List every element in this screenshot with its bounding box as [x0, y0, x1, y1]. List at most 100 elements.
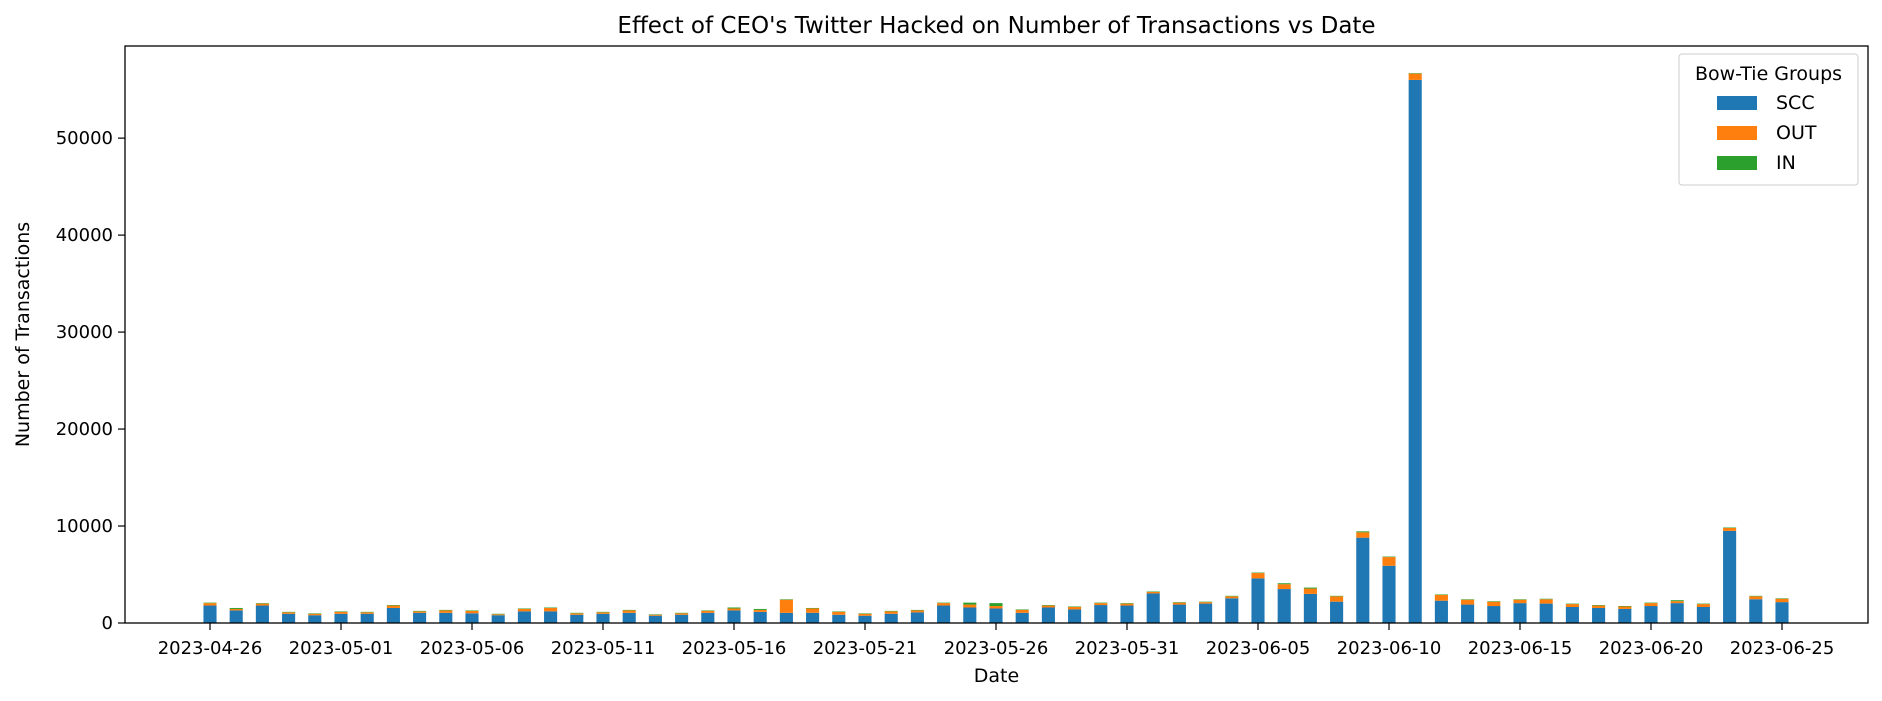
bar-scc-2023-06-10 [1382, 565, 1396, 623]
bar-out-2023-05-23 [910, 610, 924, 613]
bar-scc-2023-05-03 [386, 607, 400, 623]
bar-scc-2023-05-27 [1015, 612, 1029, 623]
x-tick-label: 2023-05-16 [682, 638, 787, 659]
bar-out-2023-05-30 [1094, 603, 1108, 606]
bar-scc-2023-04-30 [308, 615, 322, 623]
bar-out-2023-06-19 [1618, 606, 1632, 609]
bar-scc-2023-06-21 [1670, 603, 1684, 623]
bar-out-2023-05-29 [1068, 607, 1082, 610]
bar-out-2023-05-20 [832, 611, 846, 615]
bar-out-2023-04-27 [229, 608, 243, 611]
bar-scc-2023-05-28 [1041, 607, 1055, 623]
bar-out-2023-05-09 [544, 607, 558, 612]
bar-out-2023-06-01 [1146, 591, 1160, 594]
bar-scc-2023-05-19 [806, 612, 820, 623]
bar-scc-2023-06-20 [1644, 606, 1658, 623]
legend-label-in: IN [1776, 152, 1796, 174]
x-tick-label: 2023-06-20 [1599, 638, 1704, 659]
bar-scc-2023-05-25 [963, 607, 977, 623]
bar-scc-2023-05-13 [648, 615, 662, 623]
bar-scc-2023-05-06 [465, 613, 479, 623]
bar-scc-2023-06-22 [1696, 607, 1710, 623]
bar-out-2023-05-01 [334, 611, 348, 614]
bar-scc-2023-05-10 [570, 614, 584, 623]
bar-scc-2023-05-22 [884, 613, 898, 623]
bar-out-2023-05-05 [439, 610, 453, 613]
bar-out-2023-06-09 [1356, 532, 1370, 538]
x-tick-label: 2023-06-05 [1206, 638, 1311, 659]
bar-out-2023-06-21 [1670, 601, 1684, 604]
bars-layer [203, 73, 1789, 623]
x-tick-label: 2023-05-31 [1075, 638, 1180, 659]
bar-in-2023-06-21 [1670, 600, 1684, 602]
bar-out-2023-06-13 [1461, 599, 1475, 605]
bar-scc-2023-06-25 [1775, 602, 1789, 623]
legend-label-out: OUT [1776, 122, 1817, 144]
bar-scc-2023-05-29 [1068, 609, 1082, 623]
bar-out-2023-06-12 [1434, 594, 1448, 601]
bar-out-2023-05-11 [596, 612, 610, 614]
bar-scc-2023-04-27 [229, 610, 243, 623]
bar-out-2023-04-30 [308, 613, 322, 616]
bar-out-2023-04-28 [255, 603, 269, 606]
bar-scc-2023-05-20 [832, 614, 846, 623]
bar-scc-2023-05-17 [753, 611, 767, 623]
bar-out-2023-05-13 [648, 614, 662, 616]
bar-out-2023-05-31 [1120, 603, 1134, 606]
bar-scc-2023-06-02 [1172, 604, 1186, 623]
bar-scc-2023-05-24 [937, 605, 951, 623]
x-tick-label: 2023-06-25 [1730, 638, 1835, 659]
bar-out-2023-05-12 [622, 610, 636, 613]
bar-out-2023-05-10 [570, 613, 584, 615]
bar-out-2023-05-22 [884, 611, 898, 614]
bar-scc-2023-05-05 [439, 612, 453, 623]
bar-out-2023-05-28 [1041, 605, 1055, 608]
bar-out-2023-05-04 [413, 611, 427, 613]
y-tick-label: 0 [102, 613, 113, 634]
legend-title: Bow-Tie Groups [1695, 63, 1842, 85]
bar-scc-2023-05-09 [544, 611, 558, 623]
bar-scc-2023-05-07 [491, 615, 505, 623]
bar-scc-2023-05-31 [1120, 605, 1134, 623]
bar-out-2023-05-02 [360, 612, 374, 614]
bar-out-2023-06-16 [1539, 599, 1553, 604]
bar-scc-2023-06-03 [1199, 603, 1213, 623]
legend: Bow-Tie Groups SCC OUT IN [1678, 53, 1859, 186]
bar-in-2023-06-06 [1277, 583, 1291, 585]
bar-out-2023-05-15 [701, 610, 715, 613]
bar-scc-2023-06-08 [1330, 601, 1344, 623]
bar-out-2023-05-26 [989, 606, 1003, 609]
bar-out-2023-06-10 [1382, 557, 1396, 566]
bar-out-2023-06-23 [1723, 527, 1737, 531]
bar-out-2023-06-02 [1172, 602, 1186, 605]
bar-scc-2023-06-13 [1461, 604, 1475, 623]
bar-out-2023-06-07 [1303, 588, 1317, 594]
bar-scc-2023-06-16 [1539, 603, 1553, 623]
x-tick-label: 2023-05-11 [551, 638, 656, 659]
bar-scc-2023-05-08 [517, 611, 531, 623]
bar-out-2023-05-19 [806, 608, 820, 613]
bar-scc-2023-05-12 [622, 612, 636, 623]
bar-out-2023-06-05 [1251, 573, 1265, 579]
bar-scc-2023-06-18 [1592, 607, 1606, 623]
y-tick-label: 40000 [56, 225, 113, 246]
bar-out-2023-05-21 [858, 613, 872, 616]
legend-swatch-in [1717, 156, 1757, 170]
bar-scc-2023-05-30 [1094, 605, 1108, 623]
bar-scc-2023-06-24 [1749, 599, 1763, 623]
bar-scc-2023-04-26 [203, 605, 217, 623]
bar-out-2023-05-17 [753, 609, 767, 612]
bar-out-2023-06-25 [1775, 598, 1789, 603]
bar-out-2023-05-16 [727, 608, 741, 611]
bar-scc-2023-06-05 [1251, 578, 1265, 623]
bar-scc-2023-06-01 [1146, 593, 1160, 623]
bar-scc-2023-06-07 [1303, 593, 1317, 623]
bar-scc-2023-04-29 [282, 613, 296, 623]
bar-out-2023-05-07 [491, 614, 505, 616]
x-axis-title: Date [974, 665, 1019, 687]
x-tick-label: 2023-05-06 [420, 638, 525, 659]
bar-scc-2023-05-15 [701, 612, 715, 623]
bar-out-2023-06-18 [1592, 605, 1606, 608]
bar-scc-2023-06-09 [1356, 537, 1370, 623]
